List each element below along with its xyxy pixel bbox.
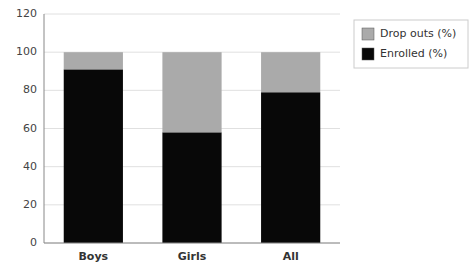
y-tick-labels: 0 20 40 60 80 100 120 [16,7,37,249]
y-tick-label: 100 [16,45,37,58]
bar [64,52,123,69]
x-tick-label: All [283,250,299,263]
chart: 0 20 40 60 80 100 120 Boys Girls All Drop outs (%)… [0,0,474,273]
y-tick-label: 20 [23,198,37,211]
legend: Drop outs (%) Enrolled (%) [354,20,468,68]
bar [162,52,221,132]
x-tick-labels: Boys Girls All [78,250,298,263]
bars [64,52,321,243]
grid-line [44,14,340,15]
y-tick-label: 0 [30,236,37,249]
x-tick-label: Girls [178,250,207,263]
legend-label: Drop outs (%) [380,27,456,40]
bar [261,92,320,243]
x-tick-label: Boys [78,250,108,263]
y-tick-label: 60 [23,122,37,135]
legend-swatch [362,28,374,40]
grid [44,14,340,243]
legend-label: Enrolled (%) [380,47,447,60]
y-axis [44,14,45,243]
y-tick-label: 120 [16,7,37,20]
x-axis [44,243,340,244]
bar [162,132,221,243]
legend-frame [354,20,468,68]
legend-swatch [362,48,374,60]
y-tick-label: 40 [23,160,37,173]
y-tick-label: 80 [23,83,37,96]
bar [64,69,123,243]
grid-line [44,243,340,244]
chart-container: 0 20 40 60 80 100 120 Boys Girls All Drop outs (%)… [0,0,474,273]
bar [261,52,320,92]
